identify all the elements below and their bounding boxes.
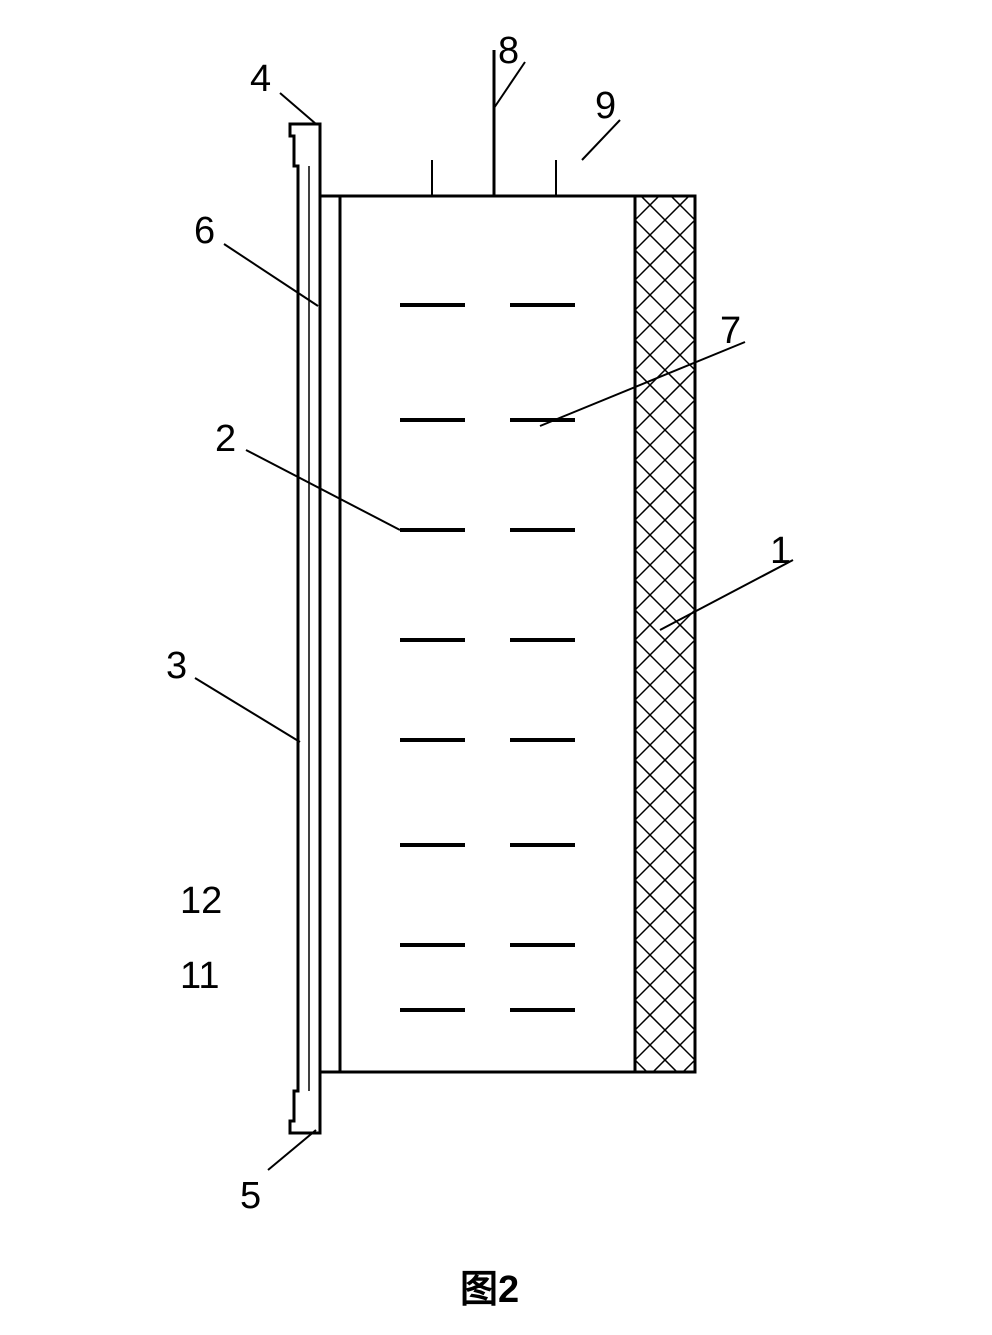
callout-label-11: 11 [180, 955, 219, 998]
callout-label-5: 5 [240, 1175, 261, 1218]
callout-label-8: 8 [498, 30, 519, 73]
figure-caption: 图2 [460, 1258, 519, 1313]
callout-label-1: 1 [770, 530, 791, 573]
callout-label-3: 3 [166, 645, 187, 688]
callout-label-7: 7 [720, 310, 741, 353]
callout-label-9: 9 [595, 85, 616, 128]
diagram-svg [0, 0, 992, 1330]
technical-drawing [0, 0, 992, 1330]
callout-label-12: 12 [180, 880, 222, 923]
callout-label-4: 4 [250, 58, 271, 101]
callout-label-6: 6 [194, 210, 215, 253]
callout-label-2: 2 [215, 418, 236, 461]
